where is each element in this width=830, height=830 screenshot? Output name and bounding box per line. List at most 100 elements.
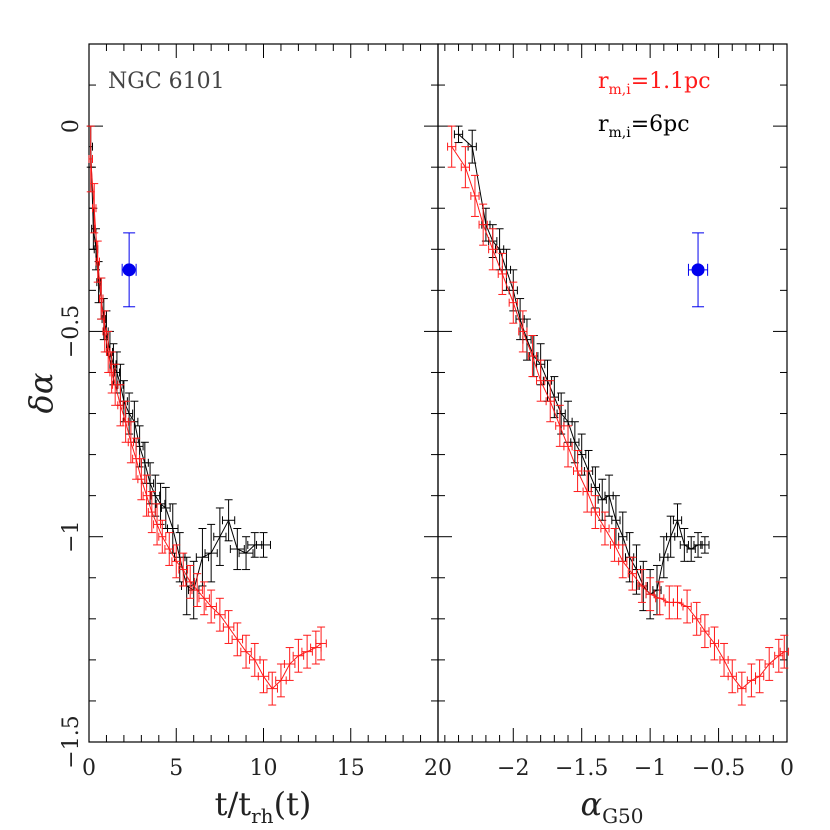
left-data-point (97, 277, 106, 320)
right-data-point (700, 536, 710, 554)
right-data-point (645, 577, 655, 612)
left-data-point (221, 499, 236, 542)
cluster-name-label: NGC 6101 (108, 69, 225, 94)
series-layer (86, 125, 789, 706)
right-data-point (590, 495, 600, 529)
right-data-point (664, 585, 674, 620)
right-x-tick-label: −0.5 (692, 756, 745, 781)
right-data-point (470, 174, 480, 217)
right-series-line (451, 146, 785, 690)
left-series-1 (86, 125, 327, 706)
left-data-point (107, 351, 116, 394)
right-data-point (555, 404, 565, 447)
right-x-tick-label: −1.5 (555, 756, 608, 781)
right-data-point (467, 129, 477, 164)
left-data-point (213, 507, 227, 566)
left-data-point (266, 671, 278, 706)
right-data-point (497, 252, 507, 295)
right-data-point (764, 647, 774, 681)
right-data-point (672, 503, 683, 538)
right-data-point (508, 281, 518, 324)
right-data-point (719, 642, 729, 677)
right-data-point (556, 392, 566, 435)
right-data-point (746, 663, 757, 698)
right-data-point (522, 318, 532, 361)
left-data-point (171, 544, 182, 579)
right-series-line (458, 133, 705, 595)
legend-item-red: rm,i=1.1pc (598, 69, 711, 98)
right-data-point (527, 335, 538, 378)
left-data-point (142, 474, 151, 517)
left-data-point (195, 527, 210, 587)
right-x-tick-label: 0 (780, 756, 794, 781)
y-tick-label: −1 (59, 520, 84, 552)
right-data-point (672, 585, 683, 620)
legend-item-black: rm,i=6pc (598, 112, 690, 141)
right-data-point (679, 527, 689, 562)
y-axis-title: δα (22, 373, 60, 414)
right-data-point (478, 203, 488, 246)
left-data-point (222, 610, 235, 644)
right-data-point (572, 449, 583, 493)
right-panel-frame (437, 43, 788, 743)
left-data-point (205, 589, 217, 624)
left-data-point (126, 421, 135, 464)
left-x-tick-label: 0 (82, 756, 96, 781)
left-data-point (125, 392, 134, 435)
left-data-point (112, 351, 121, 394)
right-x-tick-label: −2 (497, 756, 529, 781)
y-tick-label: −0.5 (59, 305, 84, 358)
right-data-point (637, 569, 647, 603)
right-x-axis-title: αG50 (580, 785, 643, 828)
right-data-point (655, 581, 665, 616)
left-x-tick-label: 10 (250, 756, 278, 781)
right-data-point (687, 232, 709, 308)
left-data-point (93, 240, 102, 283)
left-data-point (204, 523, 218, 583)
legend: rm,i=1.1pc rm,i=6pc (598, 69, 711, 141)
axis-ticks (88, 43, 788, 743)
y-tick-label: 0 (59, 119, 84, 133)
left-data-point (256, 532, 271, 558)
left-data-point (214, 597, 226, 632)
left-data-point (147, 491, 156, 534)
right-data-point (460, 146, 470, 189)
right-data-point (627, 556, 637, 591)
right-data-point (618, 544, 628, 579)
right-data-point (682, 589, 692, 624)
left-data-point (240, 634, 252, 669)
left-data-point (137, 458, 146, 501)
right-data-point (536, 359, 546, 402)
left-data-point (185, 564, 196, 599)
left-data-point (86, 125, 95, 193)
right-series-1 (447, 125, 789, 706)
left-data-point (116, 384, 125, 427)
right-data-point (779, 634, 789, 669)
left-data-point (121, 232, 137, 308)
right-data-point (518, 310, 528, 353)
right-data-point (692, 601, 702, 636)
right-data-point (563, 425, 573, 468)
left-data-point (198, 581, 210, 616)
left-series-2 (121, 232, 137, 308)
left-data-point (238, 536, 254, 571)
left-data-point (315, 626, 327, 661)
left-data-point (191, 573, 203, 608)
right-data-point (609, 527, 620, 562)
right-data-point (447, 125, 457, 168)
left-data-point (160, 486, 171, 529)
left-data-point (153, 503, 162, 546)
right-data-point (737, 671, 747, 706)
right-data-point (597, 478, 607, 521)
left-data-point (283, 647, 296, 681)
left-x-tick-label: 5 (169, 756, 183, 781)
right-data-point (755, 659, 765, 694)
right-data-point (600, 511, 610, 546)
right-data-point (453, 125, 464, 144)
right-data-point (709, 626, 720, 661)
left-data-point (158, 519, 167, 554)
left-x-tick-label: 15 (337, 756, 365, 781)
left-panel-frame (88, 43, 439, 743)
left-data-point (229, 527, 245, 571)
